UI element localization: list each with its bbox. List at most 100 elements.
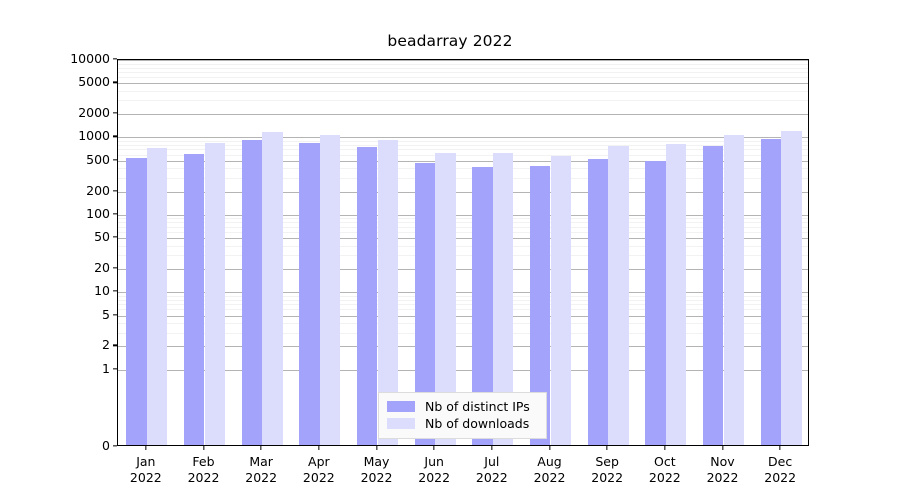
x-axis-tick-mark (433, 446, 435, 450)
legend-entry-1: Nb of downloads (387, 415, 538, 432)
gridline-minor (118, 144, 808, 146)
y-axis-tick: 50 (94, 230, 117, 244)
x-axis-tick: Mar 2022 (226, 446, 296, 486)
x-axis-tick-label: 2022 (129, 470, 162, 485)
y-axis-tick: 10 (94, 284, 117, 298)
x-axis-tick-label: Feb (192, 454, 215, 469)
bar-distinct-ips (126, 158, 147, 445)
gridline-minor (118, 255, 808, 257)
y-axis-tick-label: 2 (102, 337, 110, 353)
x-axis-tick-mark (491, 446, 493, 450)
y-axis-tick-label: 200 (86, 182, 110, 198)
y-axis-tick-label: 10 (94, 283, 110, 299)
legend-swatch-icon (387, 418, 415, 429)
y-axis-tick: 500 (86, 152, 117, 167)
y-axis-tick: 200 (86, 182, 117, 198)
x-axis: Jan 2022 Feb 2022 Mar 2022 Apr 2022 May 2022 Jun 20… (117, 446, 809, 500)
gridline-minor (118, 100, 808, 102)
x-axis-tick: Oct 2022 (630, 446, 700, 486)
bar-distinct-ips (645, 160, 666, 445)
y-axis-tick: 1 (102, 361, 117, 376)
y-axis-tick: 5000 (78, 75, 117, 89)
gridline-minor (118, 77, 808, 79)
bar-distinct-ips (357, 147, 378, 445)
y-axis-tick-mark (113, 290, 117, 292)
gridline-major (118, 114, 808, 116)
gridline-minor (118, 323, 808, 324)
gridline-minor (118, 67, 808, 69)
x-axis-tick-label: Dec (768, 454, 793, 469)
x-axis-tick-label: 2022 (418, 470, 451, 485)
y-axis-tick: 10000 (70, 52, 117, 66)
y-axis-tick-mark (113, 112, 117, 114)
x-axis-tick-mark (779, 446, 781, 450)
legend-entry-0: Nb of distinct IPs (387, 398, 538, 415)
x-axis-tick: Nov 2022 (688, 446, 758, 486)
x-axis-tick-label: 2022 (764, 470, 797, 485)
y-axis-tick: 2000 (78, 106, 117, 120)
gridline-minor (118, 218, 808, 220)
gridline-major (118, 369, 808, 371)
gridline-major (118, 315, 808, 317)
y-axis-tick-mark (113, 135, 117, 138)
bar-downloads (262, 132, 283, 445)
legend-label: Nb of distinct IPs (425, 399, 530, 414)
x-axis-tick-label: Nov (710, 454, 735, 469)
x-axis-tick-label: 2022 (360, 470, 393, 485)
x-axis-tick-mark (145, 446, 147, 450)
gridline-minor (118, 245, 808, 247)
x-axis-tick-label: Oct (654, 454, 676, 469)
y-axis-tick: 1000 (78, 129, 117, 143)
gridline-major (118, 191, 808, 193)
y-axis-tick-label: 5000 (78, 74, 110, 90)
chart-legend[interactable]: Nb of distinct IPs Nb of downloads (378, 392, 547, 439)
x-axis-tick: Jul 2022 (457, 446, 527, 486)
y-axis-tick-mark (113, 344, 117, 346)
bars-layer (118, 60, 808, 445)
x-axis-tick-mark (664, 446, 666, 450)
bar-downloads (723, 135, 744, 445)
bar-distinct-ips (587, 159, 609, 445)
gridline-major (118, 346, 808, 348)
gridline-minor (118, 304, 808, 306)
x-axis-tick-label: Jan (136, 454, 156, 469)
y-axis-tick-mark (113, 81, 117, 83)
x-axis-tick: Dec 2022 (745, 446, 815, 486)
gridline-minor (118, 231, 808, 233)
x-axis-tick-label: 2022 (187, 470, 220, 485)
bar-distinct-ips (184, 153, 205, 445)
gridline-minor (118, 71, 808, 73)
x-axis-tick-mark (721, 446, 724, 450)
gridline-minor (118, 154, 808, 156)
y-axis-tick-label: 2000 (78, 105, 110, 121)
y-axis-tick-mark (113, 236, 117, 238)
bar-downloads (492, 153, 514, 445)
x-axis-tick-mark (260, 446, 262, 450)
bar-downloads (435, 152, 456, 445)
x-axis-tick-label: Apr (308, 454, 330, 469)
bar-downloads (377, 139, 398, 445)
bar-downloads (665, 144, 687, 445)
x-axis-tick-mark (375, 446, 378, 450)
y-axis-tick-label: 20 (94, 259, 110, 275)
x-axis-tick: Sep 2022 (572, 446, 642, 486)
gridline-minor (118, 226, 808, 228)
bar-distinct-ips (760, 138, 782, 445)
x-axis-tick-label: 2022 (706, 470, 739, 485)
gridline-major (118, 292, 808, 294)
y-axis-tick-label: 100 (86, 205, 110, 221)
gridline-minor (118, 295, 808, 297)
x-axis-tick-label: May (363, 454, 390, 469)
x-axis-tick-label: Sep (595, 454, 619, 469)
bar-downloads (781, 131, 802, 445)
y-axis-tick-label: 1000 (78, 128, 110, 144)
gridline-minor (118, 299, 808, 301)
bar-distinct-ips (472, 167, 493, 445)
x-axis-tick-label: Jul (484, 454, 500, 469)
x-axis-tick-label: Mar (249, 454, 273, 469)
y-axis-tick: 0 (102, 439, 117, 453)
x-axis-tick-label: 2022 (302, 470, 335, 485)
x-axis-tick: Feb 2022 (169, 446, 239, 486)
bar-downloads (550, 156, 571, 445)
